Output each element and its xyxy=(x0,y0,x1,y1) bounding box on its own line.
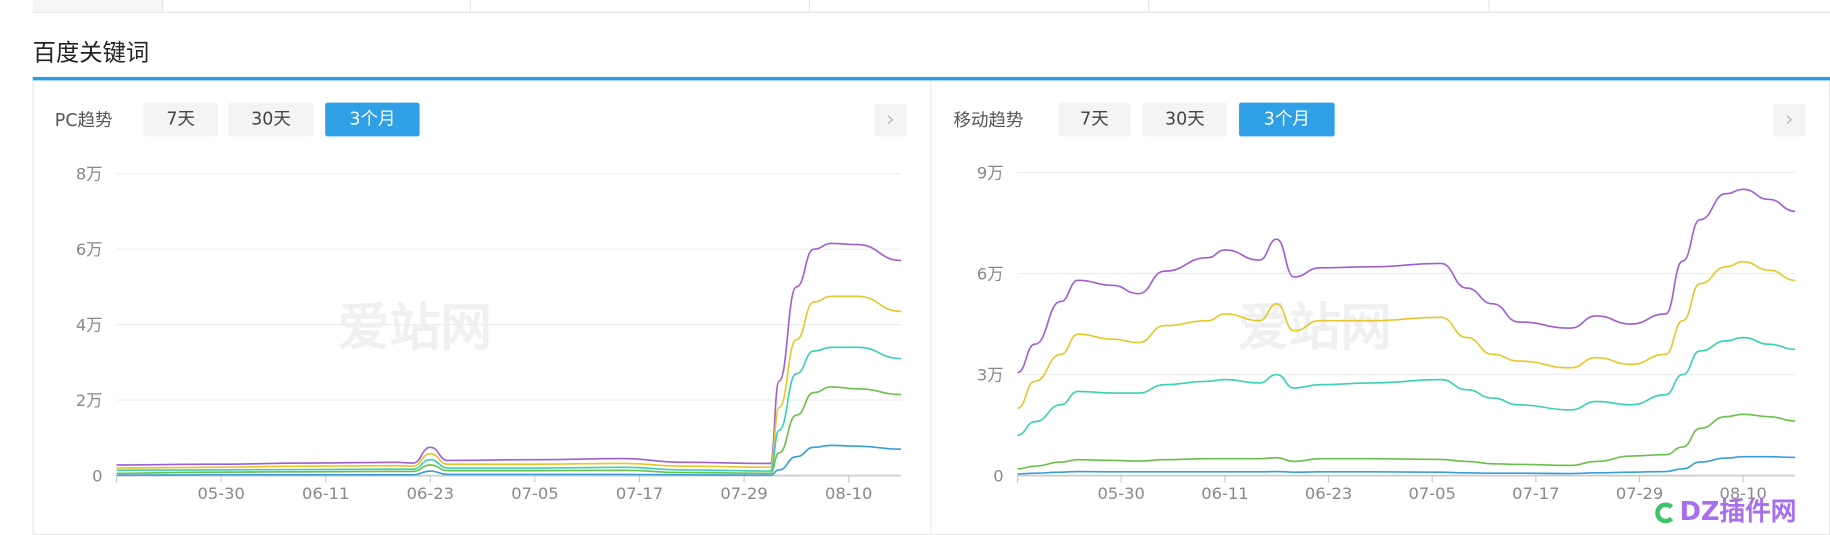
top-tab-strip xyxy=(32,0,1830,13)
mobile-trend-label: 移动趋势 xyxy=(953,109,1024,131)
series-line-4 xyxy=(1017,413,1796,470)
pc-30day-button[interactable]: 30天 xyxy=(228,102,314,137)
y-tick-label: 6万 xyxy=(977,264,1004,283)
pc-trend-label: PC趋势 xyxy=(54,109,113,131)
dz-logo-text: DZ插件网 xyxy=(1679,497,1797,527)
x-tick-label: 08-10 xyxy=(1720,484,1767,503)
section-title: 百度关键词 xyxy=(32,38,150,67)
x-tick-label: 07-29 xyxy=(1616,484,1663,503)
series-line-3 xyxy=(116,346,902,472)
series-line-2 xyxy=(1017,260,1796,410)
y-tick-label: 6万 xyxy=(76,240,103,259)
x-tick-label: 07-05 xyxy=(511,484,558,503)
mobile-3month-button[interactable]: 3个月 xyxy=(1239,102,1335,137)
y-tick-label: 0 xyxy=(92,466,102,485)
pc-7day-button[interactable]: 7天 xyxy=(143,102,218,137)
y-tick-label: 4万 xyxy=(76,315,103,334)
x-tick-label: 05-30 xyxy=(197,484,244,503)
title-underline xyxy=(32,76,1830,81)
y-tick-label: 3万 xyxy=(977,365,1004,384)
series-line-5 xyxy=(1017,455,1796,475)
x-tick-label: 07-17 xyxy=(616,484,663,503)
x-tick-label: 08-10 xyxy=(825,484,872,503)
top-tab-cell[interactable] xyxy=(163,0,471,12)
mobile-30day-button[interactable]: 30天 xyxy=(1142,102,1228,137)
watermark: 爱站网 xyxy=(338,298,492,358)
x-tick-label: 06-11 xyxy=(302,484,349,503)
series-line-3 xyxy=(1017,336,1796,436)
series-line-4 xyxy=(116,386,902,475)
x-tick-label: 07-17 xyxy=(1512,484,1559,503)
y-tick-label: 0 xyxy=(993,466,1003,485)
x-tick-label: 05-30 xyxy=(1098,484,1145,503)
series-line-2 xyxy=(116,295,902,469)
x-tick-label: 07-05 xyxy=(1409,484,1456,503)
chevron-right-icon[interactable]: › xyxy=(1772,103,1806,137)
mobile-7day-button[interactable]: 7天 xyxy=(1058,102,1131,137)
pc-3month-button[interactable]: 3个月 xyxy=(325,102,420,137)
top-tab-cell[interactable] xyxy=(471,0,811,12)
x-tick-label: 06-23 xyxy=(1305,484,1352,503)
chevron-right-icon[interactable]: › xyxy=(874,103,907,137)
x-tick-label: 06-11 xyxy=(1201,484,1248,503)
top-tab-cell[interactable] xyxy=(810,0,1150,12)
y-tick-label: 9万 xyxy=(977,163,1004,182)
top-tab-cell[interactable] xyxy=(1149,0,1490,12)
y-tick-label: 2万 xyxy=(76,391,103,410)
x-tick-label: 06-23 xyxy=(407,484,454,503)
watermark: 爱站网 xyxy=(1237,298,1392,358)
series-line-5 xyxy=(116,444,902,477)
x-tick-label: 07-29 xyxy=(720,484,767,503)
series-line-1 xyxy=(116,242,902,466)
series-line-1 xyxy=(1017,188,1796,374)
dz-logo-icon xyxy=(1655,502,1677,524)
dz-logo: DZ插件网 xyxy=(1655,497,1797,527)
top-tab-cell[interactable] xyxy=(32,0,164,12)
y-tick-label: 8万 xyxy=(76,165,103,184)
